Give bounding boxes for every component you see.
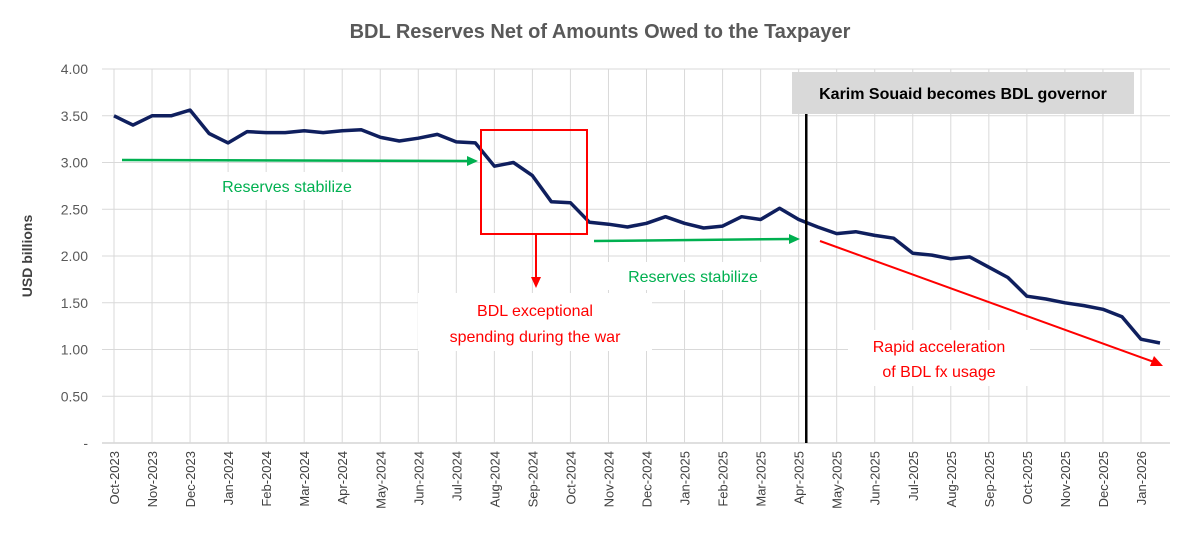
x-tick-label: Dec-2025 [1096, 451, 1111, 507]
x-tick-label: Dec-2023 [183, 451, 198, 507]
y-tick-label: 1.50 [61, 295, 88, 311]
x-tick-label: Dec-2024 [640, 451, 655, 507]
x-tick-label: Jan-2025 [678, 451, 693, 505]
x-tick-label: Aug-2025 [944, 451, 959, 507]
war-spending-label-line2: spending during the war [450, 329, 621, 346]
y-tick-label: 3.50 [61, 108, 88, 124]
chart-title: BDL Reserves Net of Amounts Owed to the … [350, 21, 851, 43]
x-tick-label: Sep-2025 [982, 451, 997, 507]
stabilize-arrow-1 [122, 160, 470, 161]
x-tick-label: May-2024 [373, 451, 388, 509]
war-spending-label-line1: BDL exceptional [477, 303, 593, 320]
stabilize-label-1: Reserves stabilize [222, 179, 352, 196]
x-tick-label: Feb-2024 [259, 451, 274, 507]
x-tick-label: Nov-2025 [1058, 451, 1073, 507]
y-tick-label: 0.50 [61, 388, 88, 404]
x-tick-label: Jul-2025 [906, 451, 921, 501]
y-axis-ticks: - 0.50 1.00 1.50 2.00 2.50 3.00 3.50 4.00 [61, 61, 89, 451]
x-tick-label: Mar-2025 [754, 451, 769, 507]
x-axis-ticks: Oct-2023 Nov-2023 Dec-2023 Jan-2024 Feb-2024… [107, 451, 1149, 509]
war-spending-box [481, 130, 587, 234]
stabilize-label-2: Reserves stabilize [628, 269, 758, 286]
y-axis-label: USD billions [19, 215, 35, 298]
x-tick-label: Jun-2025 [868, 451, 883, 505]
x-tick-label: Oct-2025 [1020, 451, 1035, 504]
stabilize-arrow-1-head [467, 156, 478, 166]
acceleration-label-line1: Rapid acceleration [873, 339, 1006, 356]
y-tick-label: - [83, 435, 88, 451]
x-tick-label: Jun-2024 [411, 451, 426, 505]
y-tick-label: 4.00 [61, 61, 88, 77]
x-tick-label: Apr-2024 [335, 451, 350, 504]
stabilize-arrow-2 [594, 239, 792, 241]
gridlines [102, 69, 1170, 443]
y-tick-label: 3.00 [61, 155, 88, 171]
y-tick-label: 2.50 [61, 201, 88, 217]
x-tick-label: Nov-2024 [601, 451, 616, 507]
x-tick-label: Feb-2025 [716, 451, 731, 507]
acceleration-label-line2: of BDL fx usage [882, 364, 995, 381]
x-tick-label: Oct-2023 [107, 451, 122, 504]
x-tick-label: Aug-2024 [487, 451, 502, 507]
x-tick-label: Nov-2023 [145, 451, 160, 507]
x-tick-label: Jan-2026 [1134, 451, 1149, 505]
x-tick-label: Apr-2025 [792, 451, 807, 504]
governor-label: Karim Souaid becomes BDL governor [819, 86, 1107, 103]
x-tick-label: Mar-2024 [297, 451, 312, 507]
x-tick-label: Sep-2024 [525, 451, 540, 507]
x-tick-label: Jul-2024 [449, 451, 464, 501]
y-tick-label: 2.00 [61, 248, 88, 264]
x-tick-label: Oct-2024 [563, 451, 578, 504]
y-tick-label: 1.00 [61, 342, 88, 358]
x-tick-label: May-2025 [830, 451, 845, 509]
x-tick-label: Jan-2024 [221, 451, 236, 505]
